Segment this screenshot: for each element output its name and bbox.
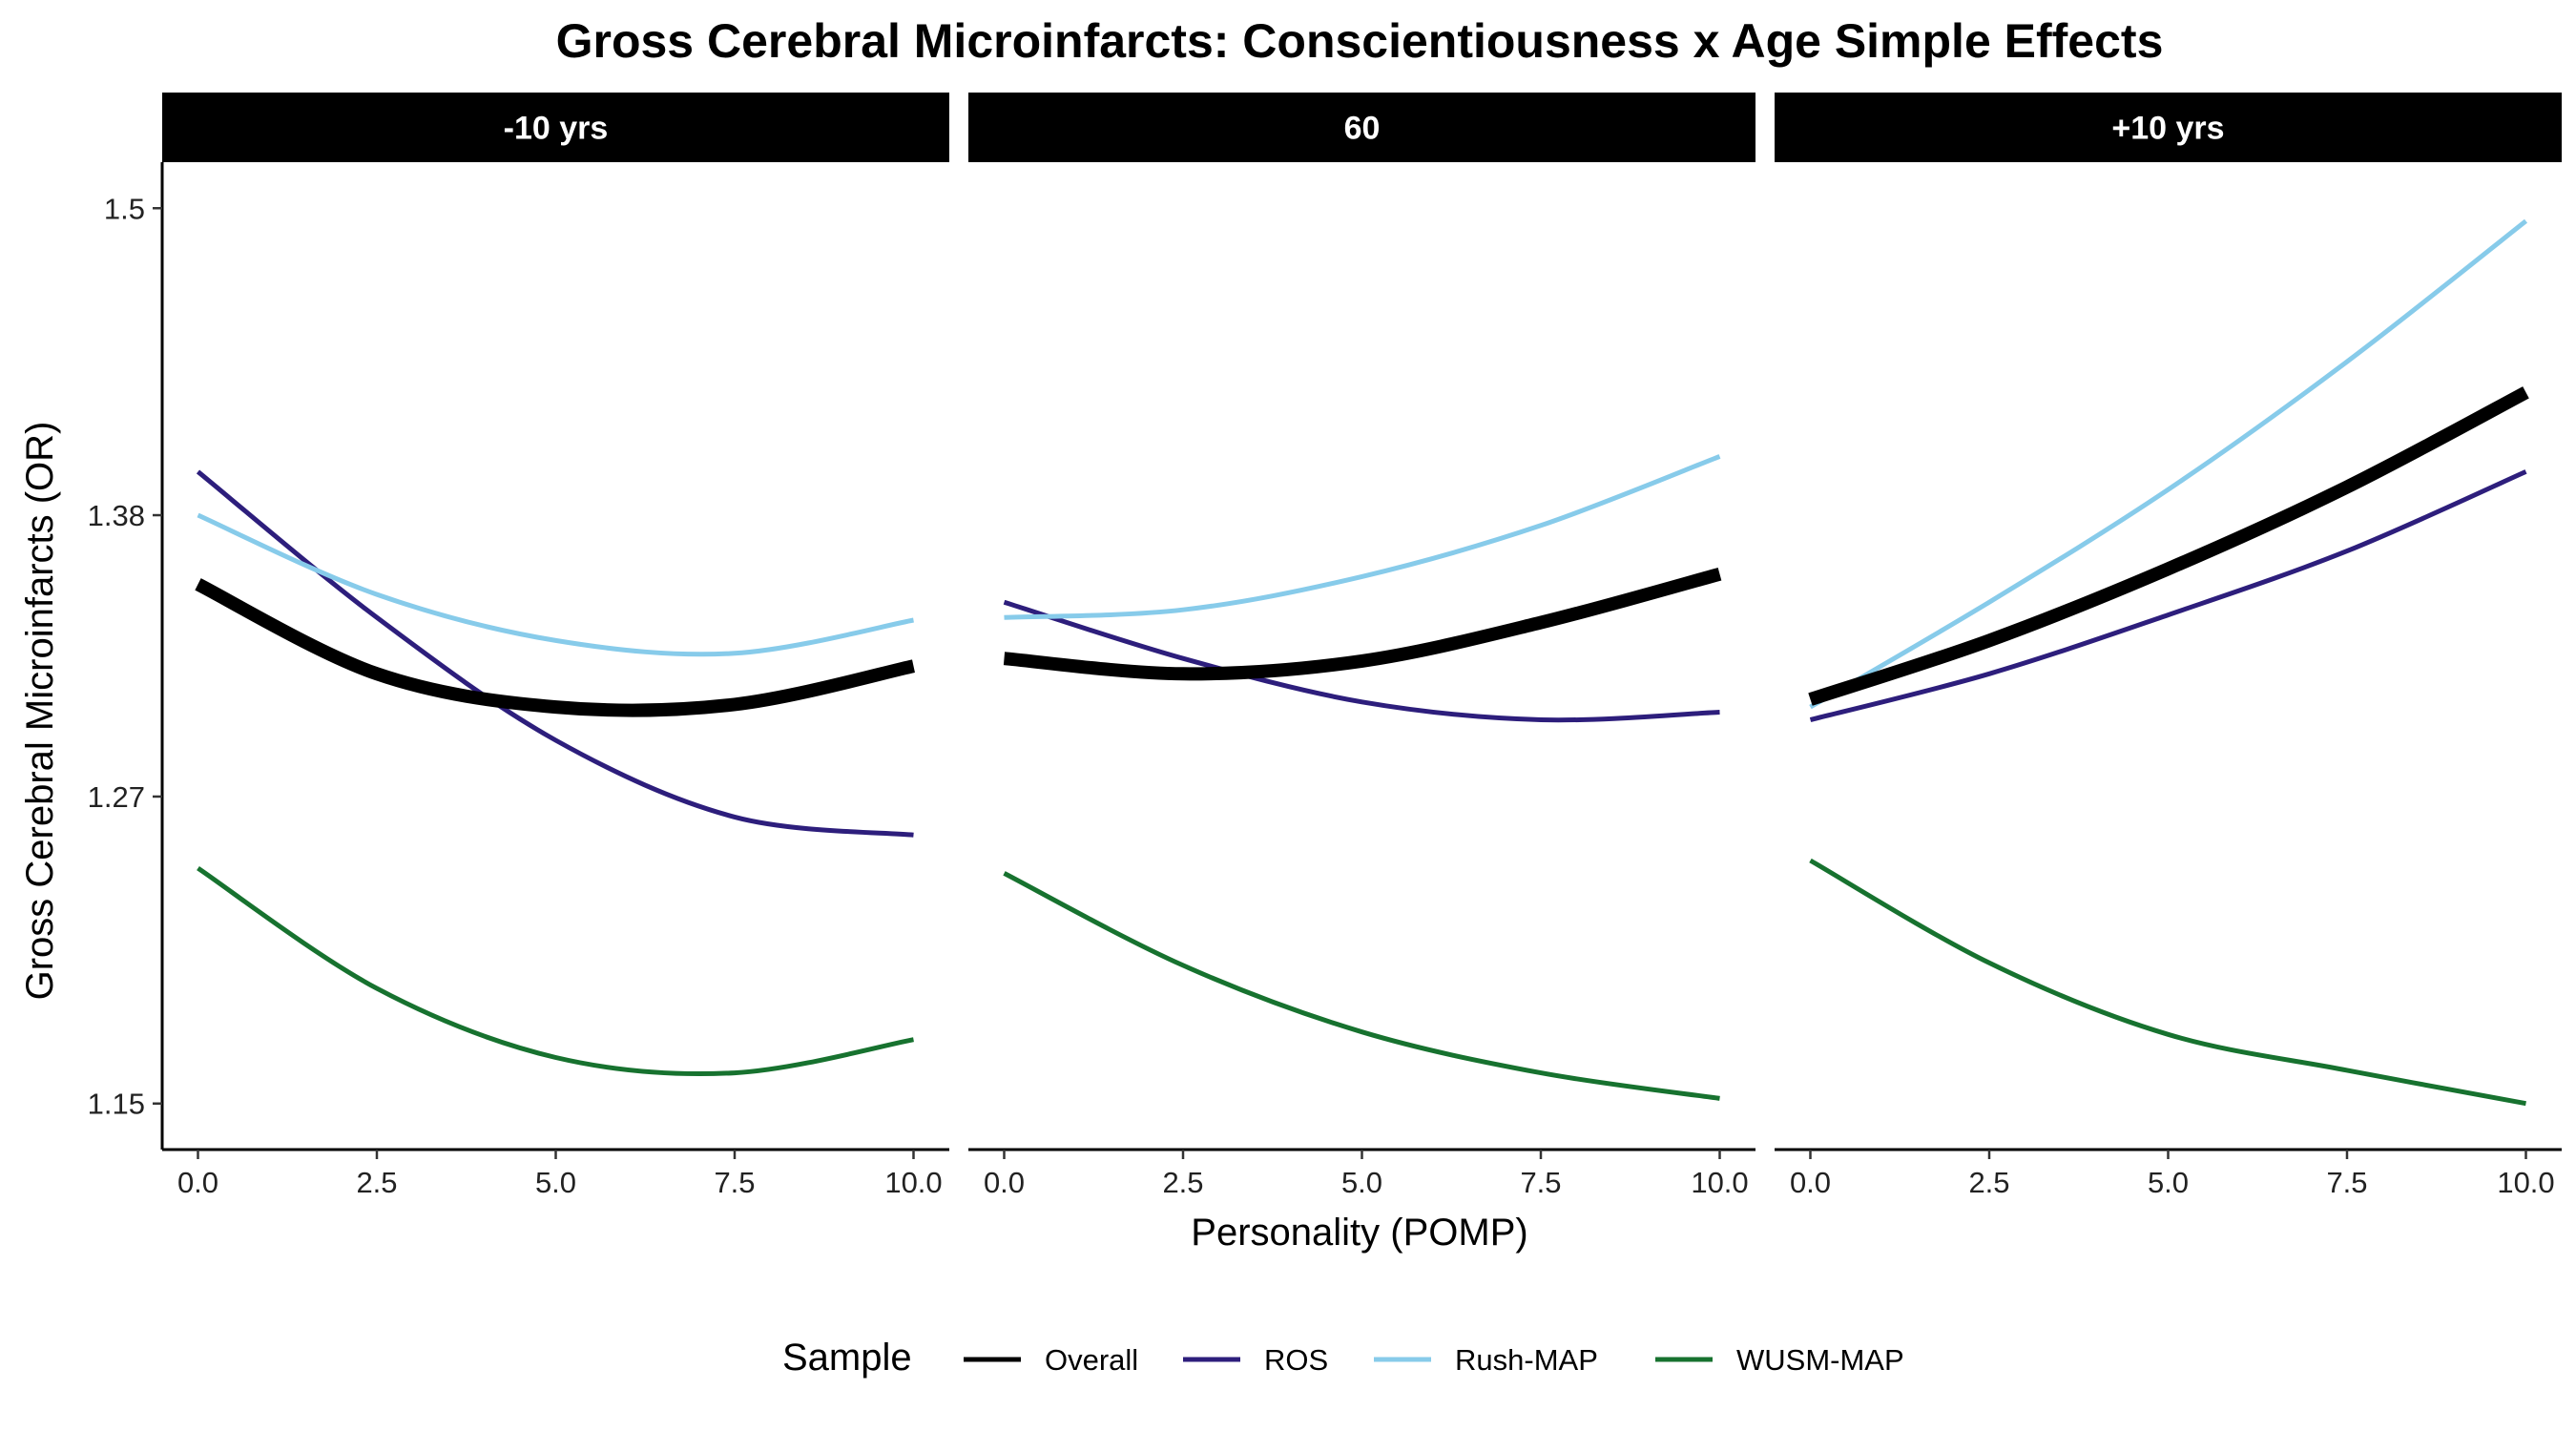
y-tick-label: 1.15 [88,1088,145,1121]
x-tick-label: 0.0 [177,1166,218,1199]
series-line-overall [1808,386,2529,706]
series-line-rush-map [1809,218,2528,710]
x-tick-label: 10.0 [884,1166,942,1199]
legend-item: Overall [964,1343,1138,1377]
x-tick-label: 2.5 [1968,1166,2009,1199]
y-tick-label: 1.27 [88,780,145,814]
x-tick-label: 2.5 [356,1166,397,1199]
series-line-ros [1003,599,1720,723]
x-tick-label: 5.0 [535,1166,576,1199]
series-line-overall [1003,567,1722,681]
legend-label: Rush-MAP [1455,1343,1598,1377]
legend-label: Overall [1045,1343,1138,1377]
x-tick-label: 7.5 [714,1166,755,1199]
facet-panel: 60 0.0 2.5 5.0 7.5 10.0 [968,93,1755,1199]
legend-label: WUSM-MAP [1736,1343,1904,1377]
x-axis-title: Personality (POMP) [1191,1212,1527,1254]
series-line-wusm-map [1003,871,1720,1101]
facet-panel: -10 yrs 0.0 2.5 5.0 7.5 10.0 1.15 1.27 1.38 1.5 [88,93,949,1199]
x-tick-label: 10.0 [1691,1166,1748,1199]
legend-item: WUSM-MAP [1655,1343,1904,1377]
series-line-wusm-map [1809,858,2526,1107]
facet-strip-label: 60 [1344,111,1381,147]
x-tick-label: 5.0 [1341,1166,1382,1199]
x-tick-label: 10.0 [2497,1166,2554,1199]
x-tick-label: 5.0 [2148,1166,2189,1199]
legend-title: Sample [782,1337,912,1379]
facet-strip-label: -10 yrs [504,111,609,147]
series-line-wusm-map [197,866,914,1077]
x-tick-label: 7.5 [1520,1166,1561,1199]
legend-item: Rush-MAP [1374,1343,1598,1377]
y-tick-label: 1.5 [104,192,145,225]
x-tick-label: 2.5 [1162,1166,1203,1199]
series-line-rush-map [197,512,914,657]
chart-title: Gross Cerebral Microinfarcts: Conscienti… [556,14,2164,68]
series-line-ros [196,469,914,838]
facet-panel: +10 yrs 0.0 2.5 5.0 7.5 10.0 [1775,93,2562,1199]
x-tick-label: 0.0 [984,1166,1025,1199]
legend-item: ROS [1183,1343,1328,1377]
x-tick-label: 0.0 [1790,1166,1831,1199]
legend-label: ROS [1264,1343,1328,1377]
series-line-overall [195,578,915,717]
series-line-rush-map [1004,454,1721,620]
x-tick-label: 7.5 [2326,1166,2367,1199]
facet-strip [1775,93,2562,162]
y-axis-title: Gross Cerebral Microinfarcts (OR) [19,422,61,1001]
facet-strip [162,93,949,162]
legend: Sample Overall ROS Rush-MAP WUSM-MAP [782,1337,1904,1379]
series-line-ros [1809,469,2527,722]
facet-strip [968,93,1755,162]
facet-panels: -10 yrs 0.0 2.5 5.0 7.5 10.0 1.15 1.27 1.38 1.5 60… [88,93,2562,1199]
y-tick-label: 1.38 [88,499,145,532]
facet-strip-label: +10 yrs [2111,111,2224,147]
